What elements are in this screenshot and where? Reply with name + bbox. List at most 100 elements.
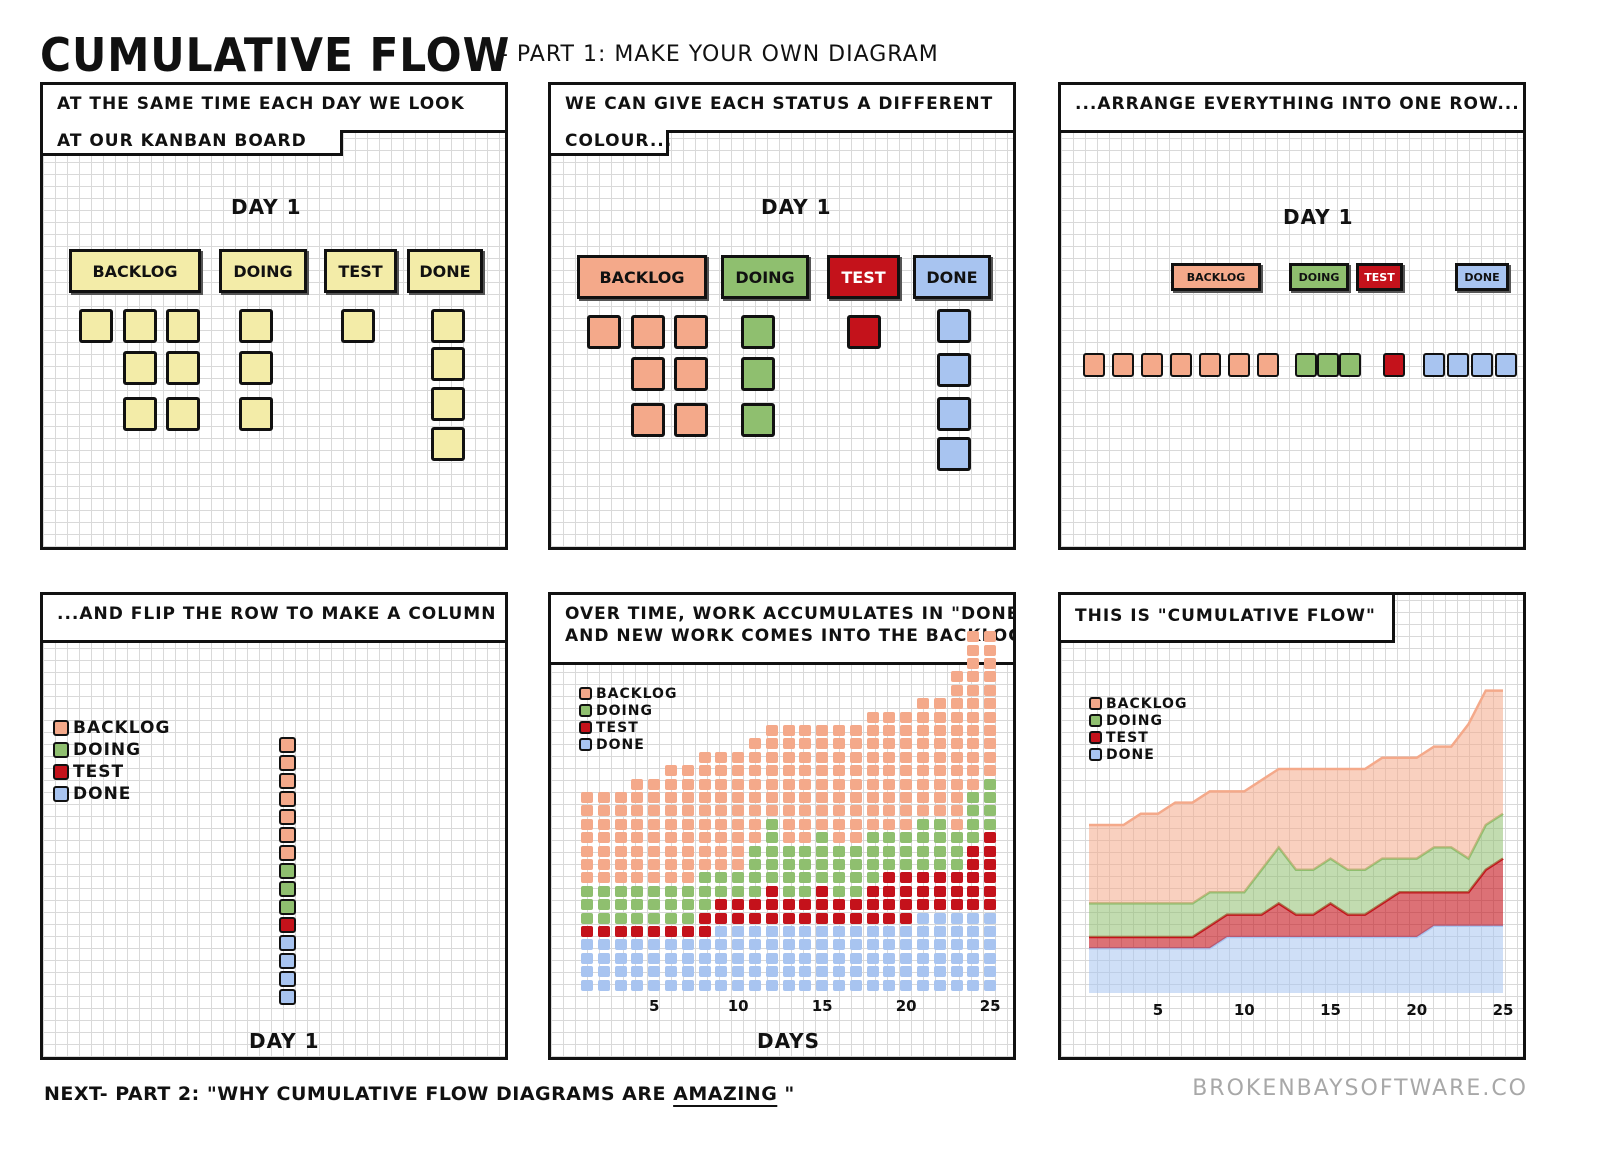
panel-area-chart: THIS IS "CUMULATIVE FLOW" BACKLOG DOING TE… [1058, 592, 1526, 1060]
block-done-day-4 [631, 979, 644, 991]
panel-colored-board: WE CAN GIVE EACH STATUS A DIFFERENT COLO… [548, 82, 1016, 550]
block-doing-day-8 [698, 885, 711, 897]
card-doing [239, 397, 273, 431]
block-done-day-21 [917, 952, 929, 964]
block-backlog-day-1 [581, 872, 593, 884]
block-backlog-day-13 [782, 765, 795, 777]
legend-label-test: TEST [596, 719, 639, 736]
block-backlog-day-18 [866, 725, 879, 736]
block-backlog-day-17 [849, 751, 862, 763]
block-test-day-14 [799, 899, 812, 911]
block-doing-day-9 [715, 885, 728, 897]
card-doing [279, 863, 296, 879]
panel-one-row: ...ARRANGE EVERYTHING INTO ONE ROW... DA… [1058, 82, 1526, 550]
block-doing-day-7 [681, 899, 694, 911]
block-done-day-19 [883, 952, 896, 964]
block-backlog-day-14 [799, 765, 812, 777]
panel-caption: WE CAN GIVE EACH STATUS A DIFFERENT [551, 85, 1013, 133]
block-done-day-12 [765, 939, 778, 951]
block-done-day-24 [967, 939, 980, 951]
legend-swatch-test [579, 721, 592, 734]
column-header-done: DONE [913, 255, 991, 299]
block-backlog-day-13 [782, 792, 795, 803]
panel-kanban-board: AT THE SAME TIME EACH DAY WE LOOK AT OUR… [40, 82, 508, 550]
block-backlog-day-6 [665, 859, 677, 870]
block-done-day-24 [967, 952, 980, 964]
block-test-day-12 [765, 912, 778, 924]
block-backlog-day-10 [732, 832, 745, 844]
block-backlog-day-19 [883, 711, 896, 723]
block-backlog-day-24 [967, 658, 980, 669]
block-backlog-day-25 [984, 671, 997, 683]
block-backlog-day-25 [984, 644, 997, 656]
block-backlog-day-10 [732, 818, 745, 830]
block-done-day-13 [782, 966, 795, 978]
card-test [279, 917, 296, 933]
block-doing-day-21 [917, 859, 929, 870]
block-test-day-24 [967, 899, 980, 911]
block-done-day-22 [933, 952, 946, 964]
block-backlog-day-7 [681, 832, 694, 844]
block-backlog-day-14 [799, 805, 812, 817]
block-backlog-day-3 [614, 872, 627, 884]
block-doing-day-22 [933, 818, 946, 830]
card-doing [279, 899, 296, 915]
block-doing-day-14 [799, 872, 812, 884]
block-done-day-6 [665, 952, 677, 964]
block-backlog-day-7 [681, 792, 694, 803]
block-backlog-day-21 [917, 738, 929, 750]
panel-caption: AT THE SAME TIME EACH DAY WE LOOK [43, 85, 505, 133]
block-done-day-23 [950, 926, 963, 937]
block-test-day-23 [950, 899, 963, 911]
block-backlog-day-14 [799, 778, 812, 790]
legend-swatch-backlog [1089, 697, 1102, 710]
block-backlog-day-13 [782, 725, 795, 736]
block-backlog-day-4 [631, 805, 644, 817]
legend-item-backlog: BACKLOG [579, 685, 677, 702]
card-done [279, 935, 296, 951]
block-done-day-7 [681, 939, 694, 951]
block-backlog-day-1 [581, 818, 593, 830]
legend-label-backlog: BACKLOG [73, 718, 171, 738]
legend-swatch-doing [53, 742, 69, 758]
block-test-day-3 [614, 926, 627, 937]
block-backlog-day-23 [950, 778, 963, 790]
legend-label-done: DONE [1106, 746, 1155, 763]
block-test-day-5 [648, 926, 661, 937]
chart-legend: BACKLOG DOING TEST DONE [53, 717, 170, 805]
block-test-day-8 [698, 912, 711, 924]
card-doing [1317, 353, 1339, 377]
block-backlog-day-9 [715, 818, 728, 830]
card-backlog [279, 827, 296, 843]
block-done-day-25 [984, 939, 997, 951]
column-header-done: DONE [1455, 263, 1509, 291]
block-doing-day-22 [933, 832, 946, 844]
block-done-day-14 [799, 979, 812, 991]
block-backlog-day-25 [984, 738, 997, 750]
block-done-day-14 [799, 952, 812, 964]
card-doing [741, 403, 775, 437]
block-test-day-10 [732, 912, 745, 924]
card-backlog [1257, 353, 1279, 377]
block-backlog-day-17 [849, 818, 862, 830]
block-doing-day-20 [900, 832, 913, 844]
block-done-day-6 [665, 979, 677, 991]
block-doing-day-7 [681, 885, 694, 897]
block-doing-day-2 [597, 912, 610, 924]
block-test-day-25 [984, 832, 997, 844]
block-backlog-day-4 [631, 778, 644, 790]
block-backlog-day-18 [866, 805, 879, 817]
block-backlog-day-17 [849, 832, 862, 844]
block-done-day-3 [614, 952, 627, 964]
block-backlog-day-18 [866, 792, 879, 803]
panel-caption-line2: AT OUR KANBAN BOARD [43, 130, 343, 156]
block-backlog-day-5 [648, 859, 661, 870]
block-backlog-day-16 [833, 818, 845, 830]
block-backlog-day-23 [950, 818, 963, 830]
block-backlog-day-16 [833, 738, 845, 750]
block-backlog-day-22 [933, 738, 946, 750]
x-tick-label: 20 [1406, 1001, 1428, 1019]
block-test-day-24 [967, 859, 980, 870]
block-backlog-day-10 [732, 778, 745, 790]
block-doing-day-10 [732, 872, 745, 884]
